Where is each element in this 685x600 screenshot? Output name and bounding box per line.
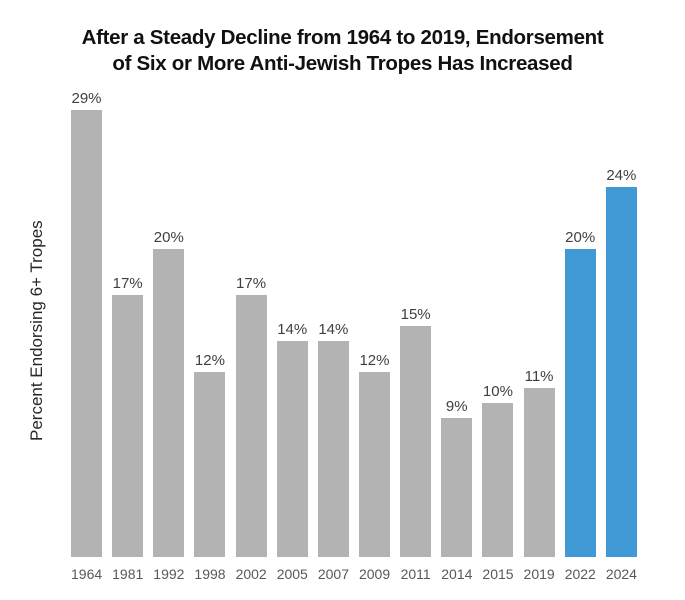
bar-2014: 9% xyxy=(441,398,473,557)
chart-title-line-2: of Six or More Anti-Jewish Tropes Has In… xyxy=(112,52,573,75)
chart-title: After a Steady Decline from 1964 to 2019… xyxy=(0,25,685,77)
bar-value-label-1964: 29% xyxy=(71,90,102,108)
bar-2005: 14% xyxy=(276,321,308,557)
x-tick-2005: 2005 xyxy=(276,566,308,582)
x-tick-2007: 2007 xyxy=(317,566,349,582)
y-axis-label: Percent Endorsing 6+ Tropes xyxy=(27,220,46,441)
bar-1964: 29% xyxy=(71,90,102,557)
x-tick-2015: 2015 xyxy=(482,566,514,582)
chart-title-line-1: After a Steady Decline from 1964 to 2019… xyxy=(81,26,604,49)
bar-2019: 11% xyxy=(523,368,555,557)
x-tick-2002: 2002 xyxy=(235,566,267,582)
bar-2015: 10% xyxy=(482,383,514,557)
bar-value-label-1998: 12% xyxy=(194,352,225,370)
x-tick-2019: 2019 xyxy=(523,566,555,582)
bar-2022: 20% xyxy=(564,229,596,557)
bar-value-label-2014: 9% xyxy=(445,398,468,416)
x-tick-1981: 1981 xyxy=(112,566,144,582)
x-tick-2014: 2014 xyxy=(441,566,473,582)
bar-value-label-2011: 15% xyxy=(400,306,431,323)
x-tick-2011: 2011 xyxy=(400,566,431,582)
x-tick-1992: 1992 xyxy=(153,566,185,582)
bar-value-label-2007: 14% xyxy=(318,321,349,339)
bar-value-label-1992: 20% xyxy=(153,229,184,246)
bar-2002: 17% xyxy=(235,275,267,557)
bar-value-label-2005: 14% xyxy=(277,321,308,339)
bar-value-label-2022: 20% xyxy=(565,229,596,246)
bar-1981: 17% xyxy=(112,275,144,557)
bar-2007: 14% xyxy=(317,321,349,557)
x-tick-2024: 2024 xyxy=(605,566,637,582)
bar-2009: 12% xyxy=(358,352,390,557)
bar-value-label-2024: 24% xyxy=(606,167,637,185)
bars-area: 29% 17% 20% 12% 17% 14% 14% 12% 15% 9% 10% 11% 20% 24… xyxy=(71,87,637,557)
x-tick-2009: 2009 xyxy=(358,566,391,582)
bar-value-label-2009: 12% xyxy=(359,352,390,370)
bar-value-label-2019: 11% xyxy=(524,367,554,385)
bar-1998: 12% xyxy=(194,352,226,557)
x-tick-2022: 2022 xyxy=(564,566,596,582)
bar-value-label-1981: 17% xyxy=(112,275,143,293)
bar-value-label-2015: 10% xyxy=(482,383,513,400)
x-tick-1998: 1998 xyxy=(194,566,226,582)
bar-2011: 15% xyxy=(400,306,432,557)
bar-1992: 20% xyxy=(153,229,185,557)
x-axis: 1964 1981 1992 1998 2002 2005 2007 2009 2011 2014… xyxy=(71,566,637,582)
x-tick-1964: 1964 xyxy=(71,566,103,582)
bar-value-label-2002: 17% xyxy=(236,275,267,293)
bar-2024: 24% xyxy=(605,167,637,557)
